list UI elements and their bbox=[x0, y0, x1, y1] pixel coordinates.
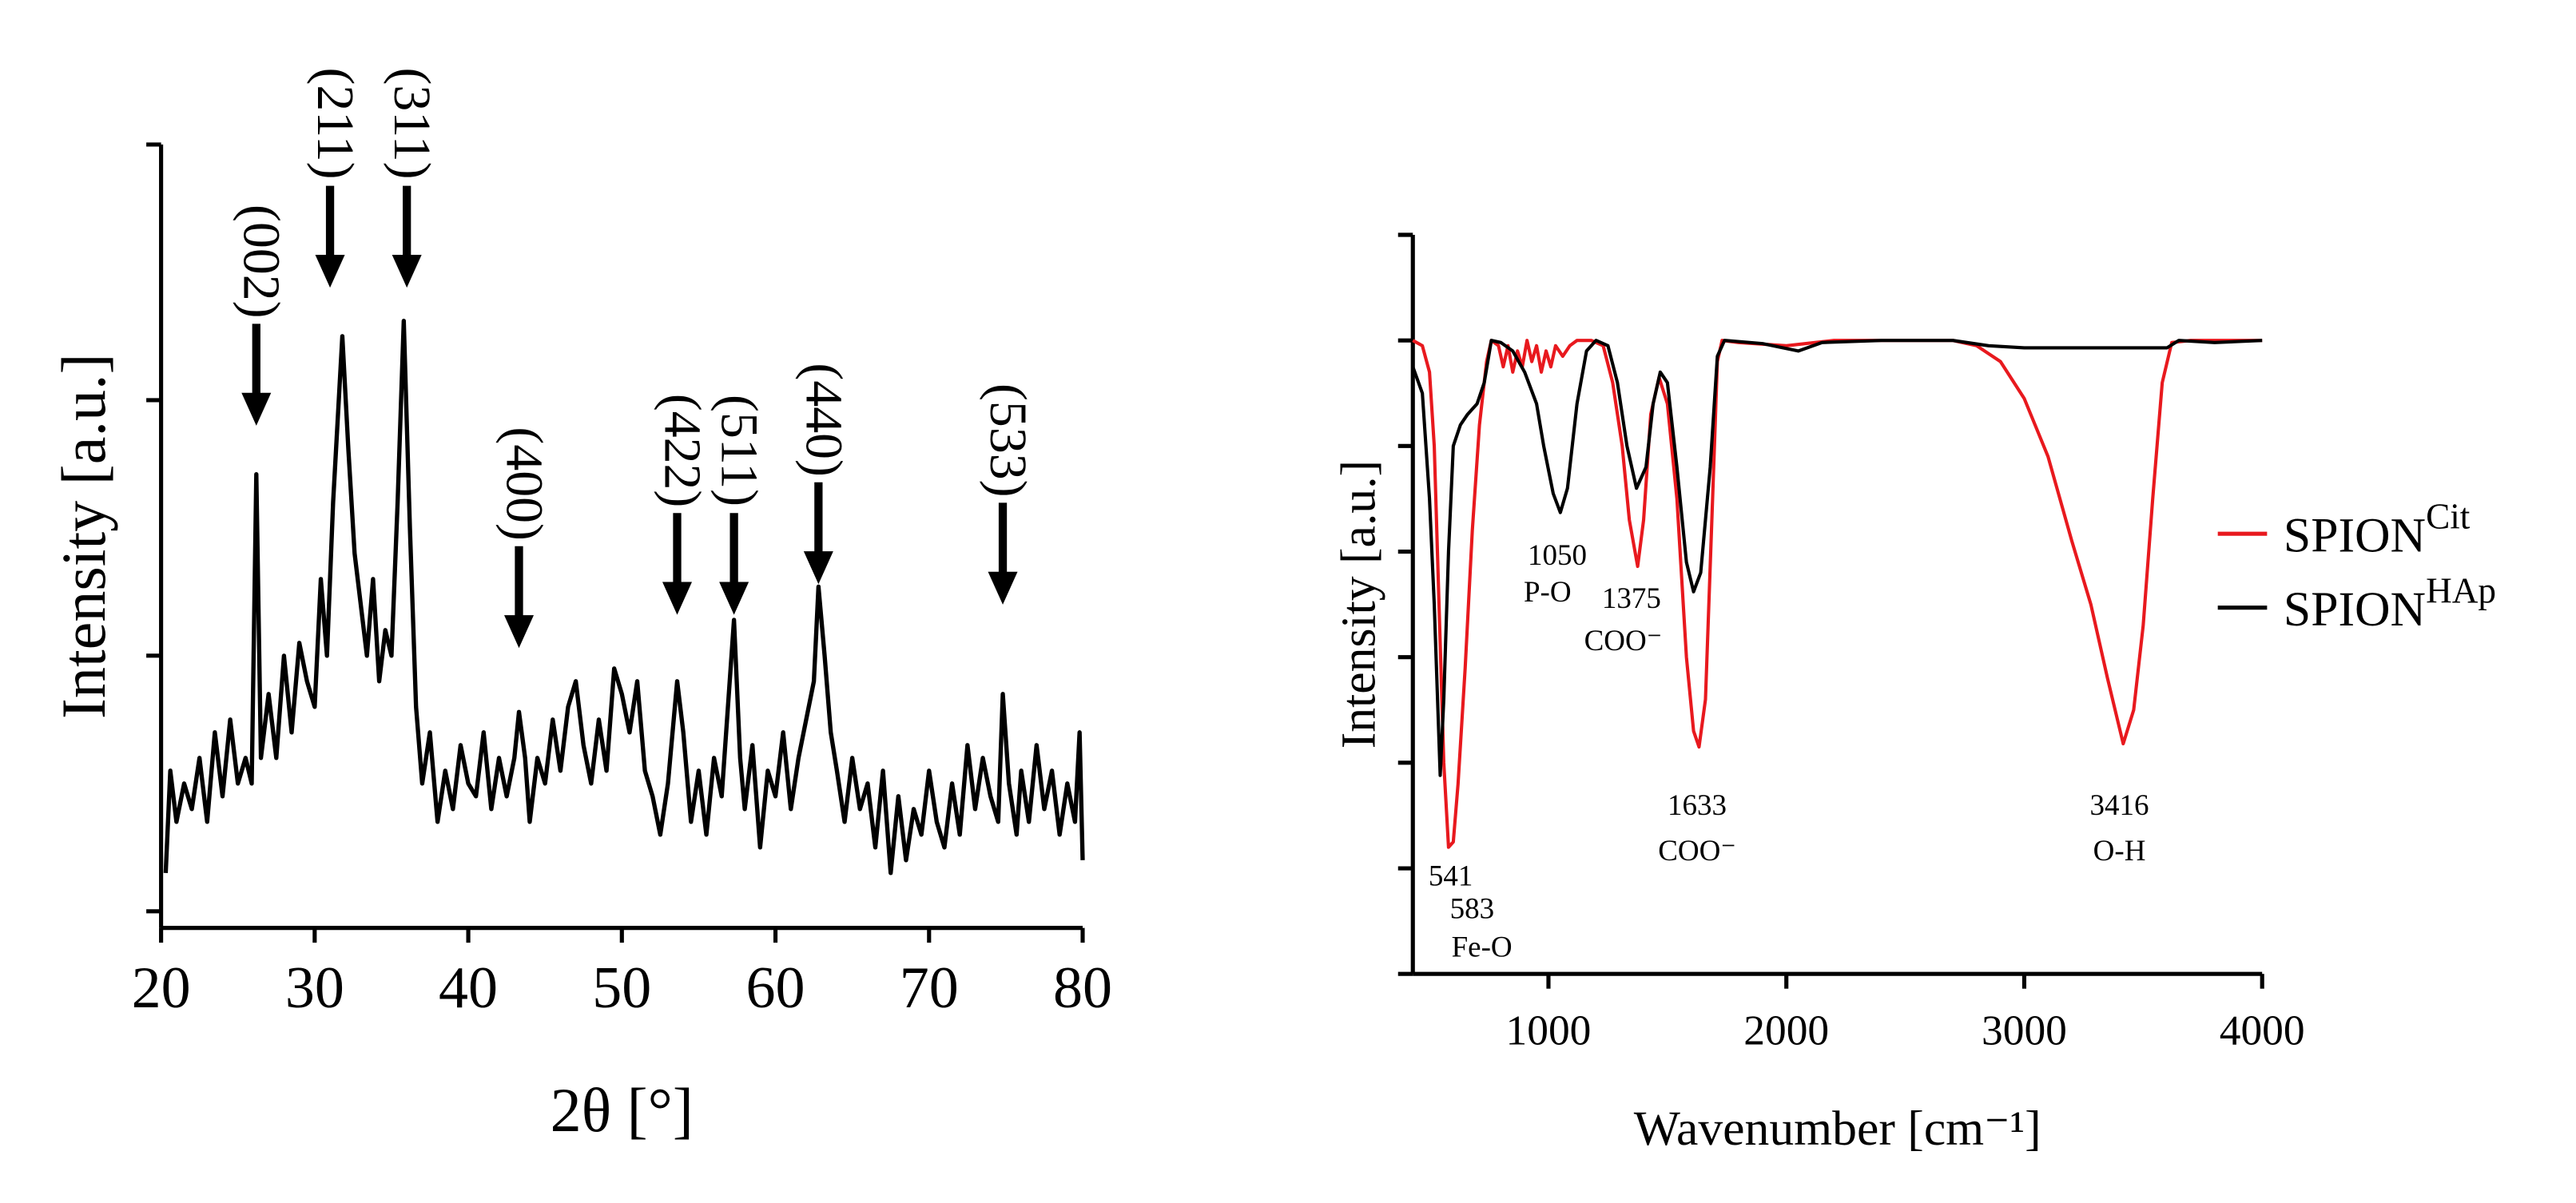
x-axis-title: 2θ [°] bbox=[551, 1075, 694, 1145]
x-tick-label: 60 bbox=[746, 955, 805, 1021]
data-line bbox=[1411, 339, 2263, 777]
band-label: Fe-O bbox=[1452, 931, 1513, 963]
peak-label: (422) bbox=[653, 394, 711, 507]
data-line bbox=[1412, 339, 2263, 849]
peak-label: (400) bbox=[495, 427, 553, 540]
peak-label: (440) bbox=[794, 363, 853, 476]
x-tick-label: 80 bbox=[1053, 955, 1112, 1021]
peak-label: (311) bbox=[383, 67, 441, 179]
arrow-head bbox=[803, 551, 833, 585]
arrow-head bbox=[315, 254, 345, 288]
arrow-head bbox=[662, 582, 693, 615]
x-tick-label: 1000 bbox=[1506, 1006, 1592, 1054]
x-tick-label: 3000 bbox=[1982, 1006, 2067, 1054]
chart: 20 30 40 50 60 70 80 2θ [°] Intensity [a.u.] (002… bbox=[49, 67, 1112, 1144]
x-tick-label: 20 bbox=[132, 955, 191, 1021]
band-label: O-H bbox=[2093, 835, 2146, 868]
x-tick-label: 4000 bbox=[2220, 1006, 2305, 1054]
band-label: 541 bbox=[1429, 860, 1473, 893]
peak-label: (211) bbox=[306, 67, 364, 179]
band-label: 3416 bbox=[2090, 789, 2149, 822]
x-tick-label: 2000 bbox=[1743, 1006, 1829, 1054]
band-label: P-O bbox=[1524, 576, 1572, 609]
legend-label: SPIONHAp bbox=[2284, 571, 2496, 637]
y-axis-title: Intensity [a.u.] bbox=[1332, 460, 1386, 748]
legend-sup: HAp bbox=[2426, 571, 2496, 611]
arrow-head bbox=[719, 582, 749, 615]
band-label: 1375 bbox=[1602, 582, 1661, 615]
arrow-head bbox=[392, 254, 422, 288]
legend-sup: Cit bbox=[2426, 497, 2471, 537]
arrow-head bbox=[241, 392, 272, 426]
band-label: 1050 bbox=[1528, 539, 1587, 572]
band-label: COO⁻ bbox=[1584, 625, 1663, 657]
band-label: 583 bbox=[1450, 893, 1494, 926]
x-tick-label: 40 bbox=[439, 955, 498, 1021]
data-line bbox=[163, 319, 1085, 875]
chart: 1000 2000 3000 4000 Wavenumber [cm⁻¹] Intensi… bbox=[1332, 232, 2496, 1156]
legend-name: SPION bbox=[2284, 509, 2426, 563]
y-axis-title: Intensity [a.u.] bbox=[49, 353, 118, 719]
arrow-head bbox=[504, 615, 535, 649]
legend-label: SPIONCit bbox=[2284, 497, 2471, 562]
x-tick-label: 50 bbox=[592, 955, 651, 1021]
x-tick-label: 70 bbox=[900, 955, 959, 1021]
band-label: 1633 bbox=[1668, 789, 1727, 822]
legend-name: SPION bbox=[2284, 582, 2426, 637]
arrow-head bbox=[988, 571, 1018, 605]
band-label: COO⁻ bbox=[1658, 835, 1736, 868]
x-axis-title: Wavenumber [cm⁻¹] bbox=[1634, 1102, 2041, 1156]
x-tick-label: 30 bbox=[285, 955, 344, 1021]
peak-label: (002) bbox=[233, 204, 291, 318]
peak-label: (533) bbox=[979, 383, 1037, 497]
peak-label: (511) bbox=[710, 395, 769, 506]
